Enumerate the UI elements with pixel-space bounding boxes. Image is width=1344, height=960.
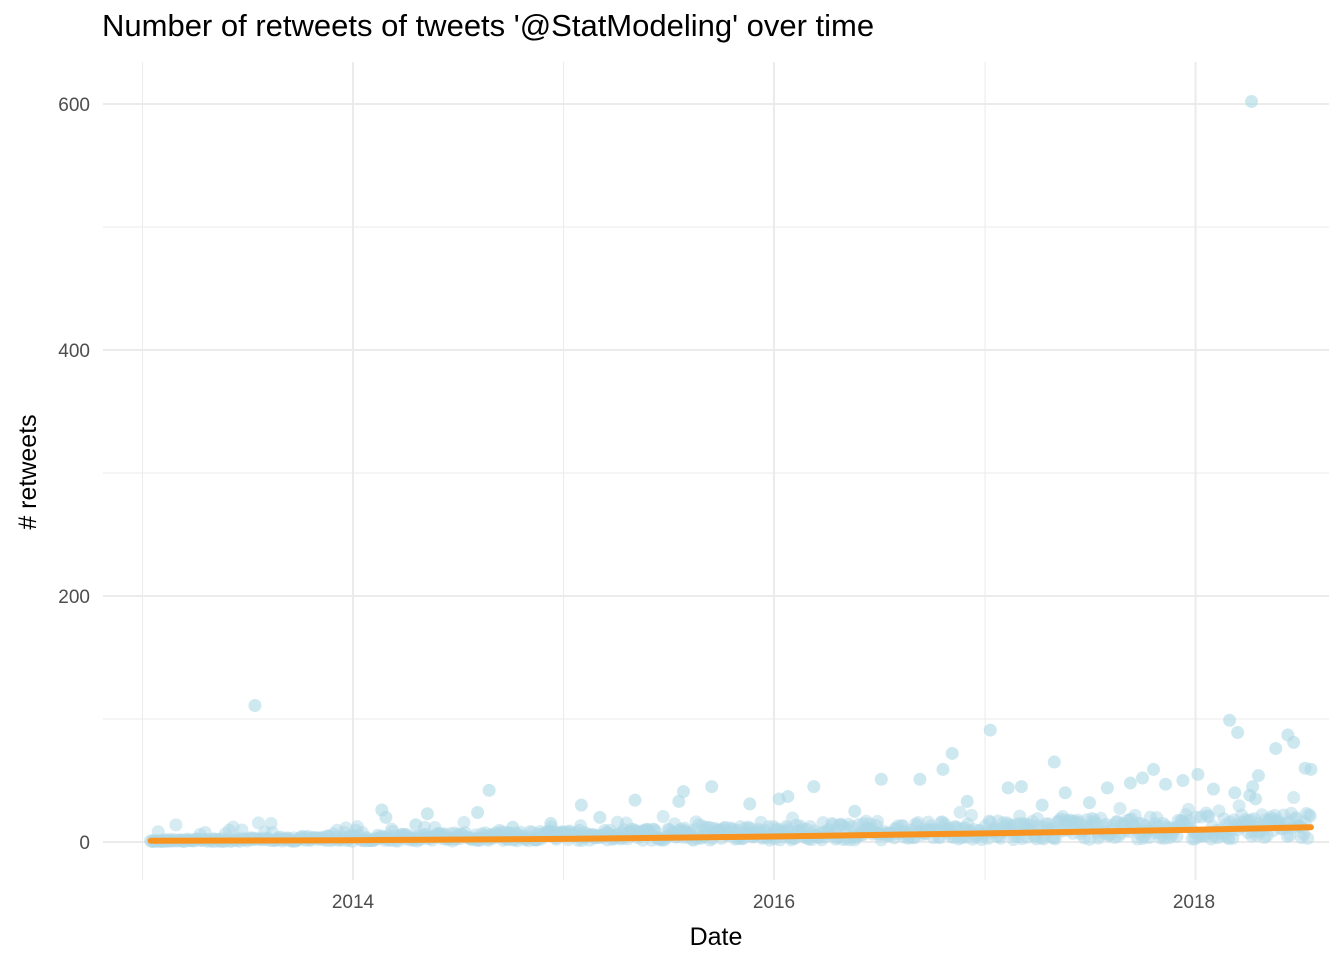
- scatter-point: [743, 797, 757, 811]
- scatter-point: [964, 808, 978, 822]
- scatter-point: [807, 780, 821, 794]
- scatter-point: [251, 816, 265, 830]
- scatter-point: [1251, 769, 1265, 783]
- x-tick-label-2014: 2014: [332, 892, 375, 913]
- y-tick-label-0: 0: [79, 833, 90, 854]
- scatter-point: [1058, 786, 1072, 800]
- scatter-point: [781, 789, 795, 803]
- scatter-point: [1206, 782, 1220, 796]
- scatter-point: [1269, 742, 1283, 756]
- y-axis-title: # retweets: [14, 414, 42, 529]
- scatter-point: [1123, 776, 1137, 790]
- x-tick-label-2016: 2016: [753, 892, 795, 913]
- scatter-point: [1159, 777, 1173, 791]
- scatter-point: [1113, 801, 1127, 815]
- scatter-points: [144, 95, 1318, 849]
- x-axis-ticks: 2014 2016 2018: [332, 892, 1215, 913]
- scatter-point: [672, 794, 686, 808]
- scatter-point: [1304, 762, 1318, 776]
- scatter-point: [1245, 95, 1259, 109]
- scatter-point: [1047, 755, 1061, 769]
- scatter-point: [471, 805, 485, 819]
- scatter-point: [1287, 735, 1301, 749]
- scatter-point: [874, 772, 888, 786]
- scatter-point: [1303, 809, 1317, 823]
- scatter-point: [945, 746, 959, 760]
- major-gridlines: [103, 62, 1329, 880]
- scatter-point: [420, 807, 434, 821]
- scatter-point: [953, 805, 967, 819]
- scatter-point: [1136, 771, 1150, 785]
- trend-line: [147, 824, 1314, 844]
- scatter-point: [1001, 781, 1015, 795]
- scatter-point: [1228, 786, 1242, 800]
- scatter-point: [1082, 796, 1096, 810]
- scatter-point: [1301, 831, 1315, 845]
- scatter-point: [1191, 767, 1205, 781]
- scatter-point: [457, 815, 471, 829]
- scatter-point: [705, 780, 719, 794]
- scatter-point: [936, 762, 950, 776]
- scatter-point: [169, 818, 183, 832]
- scatter-point: [1231, 726, 1245, 740]
- scatter-point: [574, 798, 588, 812]
- scatter-point: [1100, 781, 1114, 795]
- x-tick-label-2018: 2018: [1173, 892, 1215, 913]
- scatter-point: [656, 810, 670, 824]
- trend-line-group: [147, 824, 1314, 844]
- scatter-point: [1287, 791, 1301, 805]
- scatter-point: [1249, 792, 1263, 806]
- scatter-point: [1035, 798, 1049, 812]
- scatter-point: [1223, 713, 1237, 727]
- scatter-point: [248, 698, 262, 712]
- scatter-point: [379, 810, 393, 824]
- x-axis-title: Date: [690, 923, 743, 951]
- minor-gridlines: [103, 62, 1329, 880]
- scatter-point: [913, 772, 927, 786]
- y-tick-label-600: 600: [58, 95, 90, 116]
- scatter-point: [1146, 762, 1160, 776]
- scatter-point: [983, 723, 997, 737]
- y-tick-label-400: 400: [58, 341, 90, 362]
- scatter-point: [1176, 774, 1190, 787]
- y-tick-label-200: 200: [58, 587, 90, 608]
- scatter-point: [593, 810, 607, 824]
- scatter-point: [628, 793, 642, 807]
- y-axis-ticks: 0 200 400 600: [58, 95, 90, 854]
- scatter-point: [1014, 780, 1028, 794]
- scatter-point: [1246, 780, 1260, 794]
- scatter-point: [848, 804, 862, 818]
- scatter-point: [676, 785, 690, 799]
- scatter-point: [960, 794, 974, 808]
- chart-title: Number of retweets of tweets '@StatModel…: [102, 8, 875, 43]
- scatter-point: [482, 783, 496, 797]
- scatter-point: [871, 814, 885, 828]
